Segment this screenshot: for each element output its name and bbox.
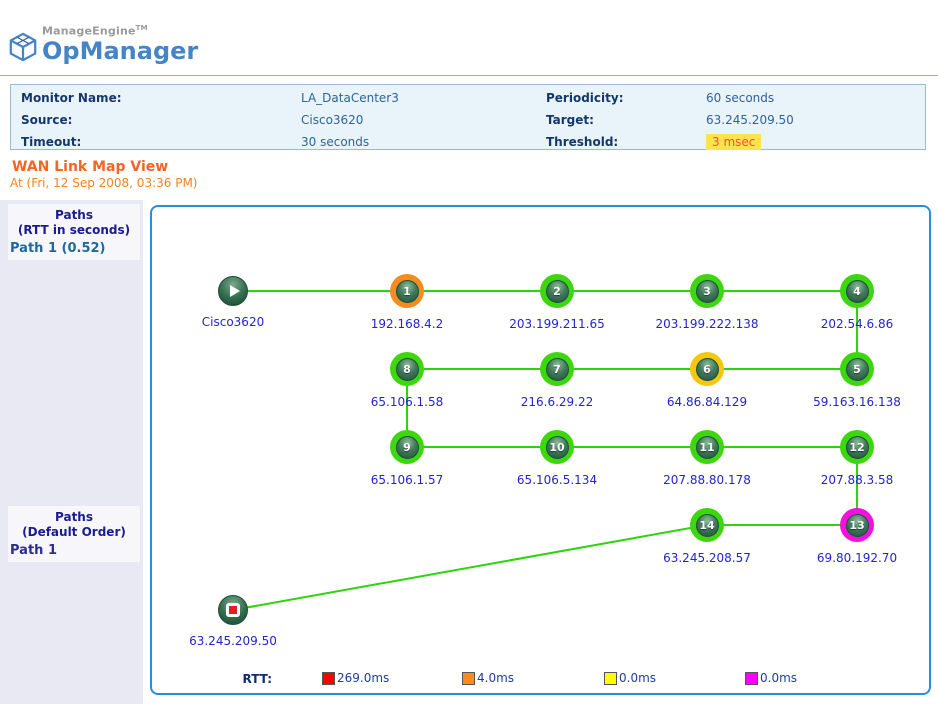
hop-2-number: 2: [545, 279, 569, 303]
hop-14-status-ring[interactable]: 14: [690, 508, 724, 542]
trademark-symbol: TM: [135, 24, 148, 32]
hop-13-ip: 69.80.192.70: [816, 551, 898, 565]
hop-8-number: 8: [395, 357, 419, 381]
timeout-label: Timeout:: [21, 135, 82, 149]
monitor-name-value: LA_DataCenter3: [301, 91, 399, 105]
page-title: WAN Link Map View: [12, 159, 169, 175]
legend-yellow-text: 0.0ms: [619, 671, 657, 685]
hop-12-number: 12: [845, 435, 869, 459]
hop-7-number: 7: [545, 357, 569, 381]
hop-11-number: 11: [695, 435, 719, 459]
hop-12-ip: 207.88.3.58: [820, 473, 894, 487]
legend-red-text: 269.0ms: [337, 671, 390, 685]
rtt-legend: RTT: 269.0ms 4.0ms 0.0ms 0.0ms: [152, 669, 933, 691]
hop-3-status-ring[interactable]: 3: [690, 274, 724, 308]
hop-9-number: 9: [395, 435, 419, 459]
monitor-info-panel: Monitor Name: LA_DataCenter3 Periodicity…: [10, 84, 926, 150]
hop-1-ip: 192.168.4.2: [370, 317, 444, 331]
legend-item-magenta: 0.0ms: [745, 671, 797, 685]
header-divider: [0, 75, 938, 76]
target-label: Target:: [546, 113, 594, 127]
hop-6-number: 6: [695, 357, 719, 381]
source-label: Source:: [21, 113, 73, 127]
hop-4-ip: 202.54.6.86: [820, 317, 894, 331]
hop-1-number: 1: [395, 279, 419, 303]
hop-2-status-ring[interactable]: 2: [540, 274, 574, 308]
monitor-name-label: Monitor Name:: [21, 91, 122, 105]
hop-5-ip: 59.163.16.138: [813, 395, 901, 409]
opmanager-cube-icon: [9, 32, 37, 61]
legend-orange-text: 4.0ms: [477, 671, 515, 685]
hop-13-status-ring[interactable]: 13: [840, 508, 874, 542]
hop-3-number: 3: [695, 279, 719, 303]
orange-swatch-icon: [462, 671, 475, 685]
hop-8-status-ring[interactable]: 8: [390, 352, 424, 386]
paths-default-heading: Paths (Default Order): [22, 510, 126, 539]
hop-11-ip: 207.88.80.178: [663, 473, 751, 487]
target-node-label: 63.245.209.50: [189, 634, 277, 648]
hop-13-number: 13: [845, 513, 869, 537]
paths-default-section: Paths (Default Order) Path 1: [8, 506, 140, 562]
product-name: OpManager: [42, 36, 199, 65]
hop-1-status-ring[interactable]: 1: [390, 274, 424, 308]
legend-magenta-text: 0.0ms: [760, 671, 798, 685]
paths-sidebar: Paths (RTT in seconds) Path 1 (0.52) Pat…: [0, 200, 143, 704]
paths-rtt-section: Paths (RTT in seconds) Path 1 (0.52): [8, 204, 140, 260]
rtt-legend-label: RTT:: [242, 672, 273, 686]
hop-7-ip: 216.6.29.22: [520, 395, 594, 409]
paths-rtt-heading: Paths (RTT in seconds): [17, 208, 131, 237]
brand-name: ManageEngineTM: [42, 24, 148, 38]
path-1-rtt-link[interactable]: Path 1 (0.52): [10, 241, 106, 256]
hop-12-status-ring[interactable]: 12: [840, 430, 874, 464]
source-node-label: Cisco3620: [201, 315, 265, 329]
target-node-icon[interactable]: [218, 595, 248, 625]
legend-item-yellow: 0.0ms: [604, 671, 656, 685]
hop-11-status-ring[interactable]: 11: [690, 430, 724, 464]
stop-icon: [226, 603, 240, 617]
hop-8-ip: 65.106.1.58: [370, 395, 444, 409]
hop-9-ip: 65.106.1.57: [370, 473, 444, 487]
legend-item-orange: 4.0ms: [462, 671, 514, 685]
target-value: 63.245.209.50: [706, 113, 794, 127]
hop-6-status-ring[interactable]: 6: [690, 352, 724, 386]
hop-5-status-ring[interactable]: 5: [840, 352, 874, 386]
hop-4-number: 4: [845, 279, 869, 303]
hop-14-number: 14: [695, 513, 719, 537]
yellow-swatch-icon: [604, 671, 617, 685]
hop-6-ip: 64.86.84.129: [666, 395, 748, 409]
source-value: Cisco3620: [301, 113, 364, 127]
red-swatch-icon: [322, 671, 335, 685]
threshold-label: Threshold:: [546, 135, 619, 149]
hop-7-status-ring[interactable]: 7: [540, 352, 574, 386]
timeout-value: 30 seconds: [301, 135, 370, 149]
hop-10-status-ring[interactable]: 10: [540, 430, 574, 464]
hop-4-status-ring[interactable]: 4: [840, 274, 874, 308]
wan-link-map-canvas: Cisco3620 1 192.168.4.2 2 203.199.211.65…: [150, 205, 931, 695]
path-1-default-link[interactable]: Path 1: [10, 543, 57, 558]
legend-item-red: 269.0ms: [322, 671, 389, 685]
snapshot-timestamp: At (Fri, 12 Sep 2008, 03:36 PM): [10, 176, 198, 190]
hop-10-ip: 65.106.5.134: [516, 473, 598, 487]
hop-5-number: 5: [845, 357, 869, 381]
hop-10-number: 10: [545, 435, 569, 459]
magenta-swatch-icon: [745, 671, 758, 685]
hop-2-ip: 203.199.211.65: [509, 317, 605, 331]
hop-14-ip: 63.245.208.57: [663, 551, 751, 565]
threshold-value-badge: 3 msec: [706, 134, 762, 150]
hop-9-status-ring[interactable]: 9: [390, 430, 424, 464]
hop-3-ip: 203.199.222.138: [655, 317, 759, 331]
opmanager-logo: ManageEngineTM OpManager: [8, 24, 198, 63]
source-node-icon[interactable]: [218, 276, 248, 306]
periodicity-value: 60 seconds: [706, 91, 775, 105]
periodicity-label: Periodicity:: [546, 91, 624, 105]
play-icon: [229, 285, 240, 297]
